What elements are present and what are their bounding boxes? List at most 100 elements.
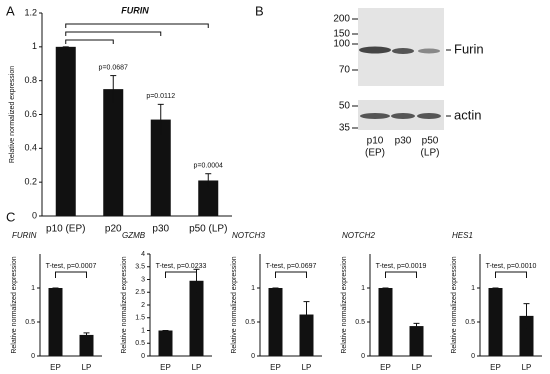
bar	[55, 46, 76, 217]
x-tick-label: LP	[412, 363, 422, 372]
x-tick-label: EP	[380, 363, 391, 372]
test-label: T-test, p=0.0697	[266, 263, 317, 270]
y-axis-label: Relative normalized expression	[341, 256, 348, 353]
bar	[409, 326, 424, 356]
marker-label: 200	[333, 14, 350, 25]
y-tick-label: 0.8	[24, 75, 37, 85]
marker-label: 150	[333, 29, 350, 40]
test-label: T-test, p=0.0233	[156, 263, 207, 270]
bracket	[165, 271, 197, 278]
bar	[48, 288, 63, 356]
bracket	[275, 271, 307, 278]
bracket	[65, 23, 209, 28]
y-tick-label: 1.2	[24, 7, 37, 17]
y-tick-label: 0.5	[25, 319, 35, 326]
y-tick-label: 4	[141, 251, 145, 258]
bracket	[385, 271, 417, 278]
bar	[519, 315, 534, 356]
band-label: Furin	[454, 41, 484, 56]
marker-label: 100	[333, 39, 350, 50]
test-label: T-test, p=0.0010	[486, 263, 537, 270]
y-axis-label: Relative normalized expression	[231, 256, 238, 353]
panel-label: A	[6, 3, 15, 18]
chart-title: NOTCH3	[232, 231, 265, 240]
y-tick-label: 0	[251, 353, 255, 360]
x-tick-label: p50 (LP)	[189, 224, 227, 235]
y-tick-label: 0.4	[24, 143, 37, 153]
y-tick-label: 1	[361, 285, 365, 292]
band-label: actin	[454, 107, 481, 122]
test-label: T-test, p=0.0007	[46, 263, 97, 270]
y-tick-label: 0	[32, 210, 37, 220]
bracket	[55, 271, 87, 278]
bracket	[495, 271, 527, 278]
y-axis-label: Relative normalized expression	[9, 66, 16, 163]
y-tick-label: 0	[141, 353, 145, 360]
marker-label: 70	[339, 65, 351, 76]
y-tick-label: 1	[251, 285, 255, 292]
annotation: p=0.0687	[99, 64, 128, 71]
marker-label: 35	[339, 123, 351, 134]
bar	[488, 288, 503, 356]
bar	[189, 280, 204, 356]
chart-title: FURIN	[12, 231, 37, 240]
y-tick-label: 3.5	[135, 264, 145, 271]
bar	[158, 330, 173, 356]
panel-label: B	[255, 3, 264, 18]
y-tick-label: 1.5	[135, 315, 145, 322]
y-tick-label: 0.5	[245, 319, 255, 326]
x-tick-label: LP	[82, 363, 92, 372]
y-tick-label: 3	[141, 276, 145, 283]
marker-label: 50	[339, 101, 351, 112]
x-tick-label: LP	[522, 363, 532, 372]
bar	[198, 180, 219, 216]
x-tick-label: EP	[160, 363, 171, 372]
lane-label: p30	[395, 136, 412, 147]
y-tick-label: 0	[31, 353, 35, 360]
bar	[79, 334, 94, 356]
annotation: p=0.0112	[146, 93, 175, 100]
chart-title: HES1	[452, 231, 473, 240]
x-tick-label: p30	[152, 224, 169, 235]
y-tick-label: 0.6	[24, 109, 37, 119]
test-label: T-test, p=0.0019	[376, 263, 427, 270]
y-tick-label: 2.5	[135, 289, 145, 296]
x-tick-label: p10 (EP)	[46, 224, 85, 235]
y-tick-label: 0.5	[135, 340, 145, 347]
y-axis-label: Relative normalized expression	[11, 256, 18, 353]
lane-label: (EP)	[365, 148, 385, 159]
bar	[268, 288, 283, 356]
y-tick-label: 1	[31, 285, 35, 292]
x-tick-label: p20	[105, 224, 122, 235]
bar	[103, 89, 124, 216]
x-tick-label: EP	[270, 363, 281, 372]
panel-label: C	[6, 209, 15, 224]
bar	[150, 119, 171, 216]
bar	[299, 314, 314, 356]
y-axis-label: Relative normalized expression	[121, 256, 128, 353]
x-tick-label: EP	[50, 363, 61, 372]
lane-label: p10	[367, 136, 384, 147]
bar	[378, 288, 393, 356]
blot-image	[358, 8, 444, 130]
lane-label: (LP)	[421, 148, 440, 159]
x-tick-label: EP	[490, 363, 501, 372]
y-axis-label: Relative normalized expression	[451, 256, 458, 353]
x-tick-label: LP	[302, 363, 312, 372]
bracket	[65, 31, 162, 36]
y-tick-label: 0.5	[355, 319, 365, 326]
lane-label: p50	[422, 136, 439, 147]
y-tick-label: 0.2	[24, 177, 37, 187]
annotation: p=0.0004	[194, 163, 223, 170]
y-tick-label: 1	[141, 327, 145, 334]
y-tick-label: 0	[361, 353, 365, 360]
y-tick-label: 0.5	[465, 319, 475, 326]
y-tick-label: 0	[471, 353, 475, 360]
chart-title: FURIN	[121, 5, 149, 15]
chart-title: GZMB	[122, 231, 146, 240]
chart-title: NOTCH2	[342, 231, 375, 240]
y-tick-label: 2	[141, 302, 145, 309]
x-tick-label: LP	[192, 363, 202, 372]
y-tick-label: 1	[471, 285, 475, 292]
